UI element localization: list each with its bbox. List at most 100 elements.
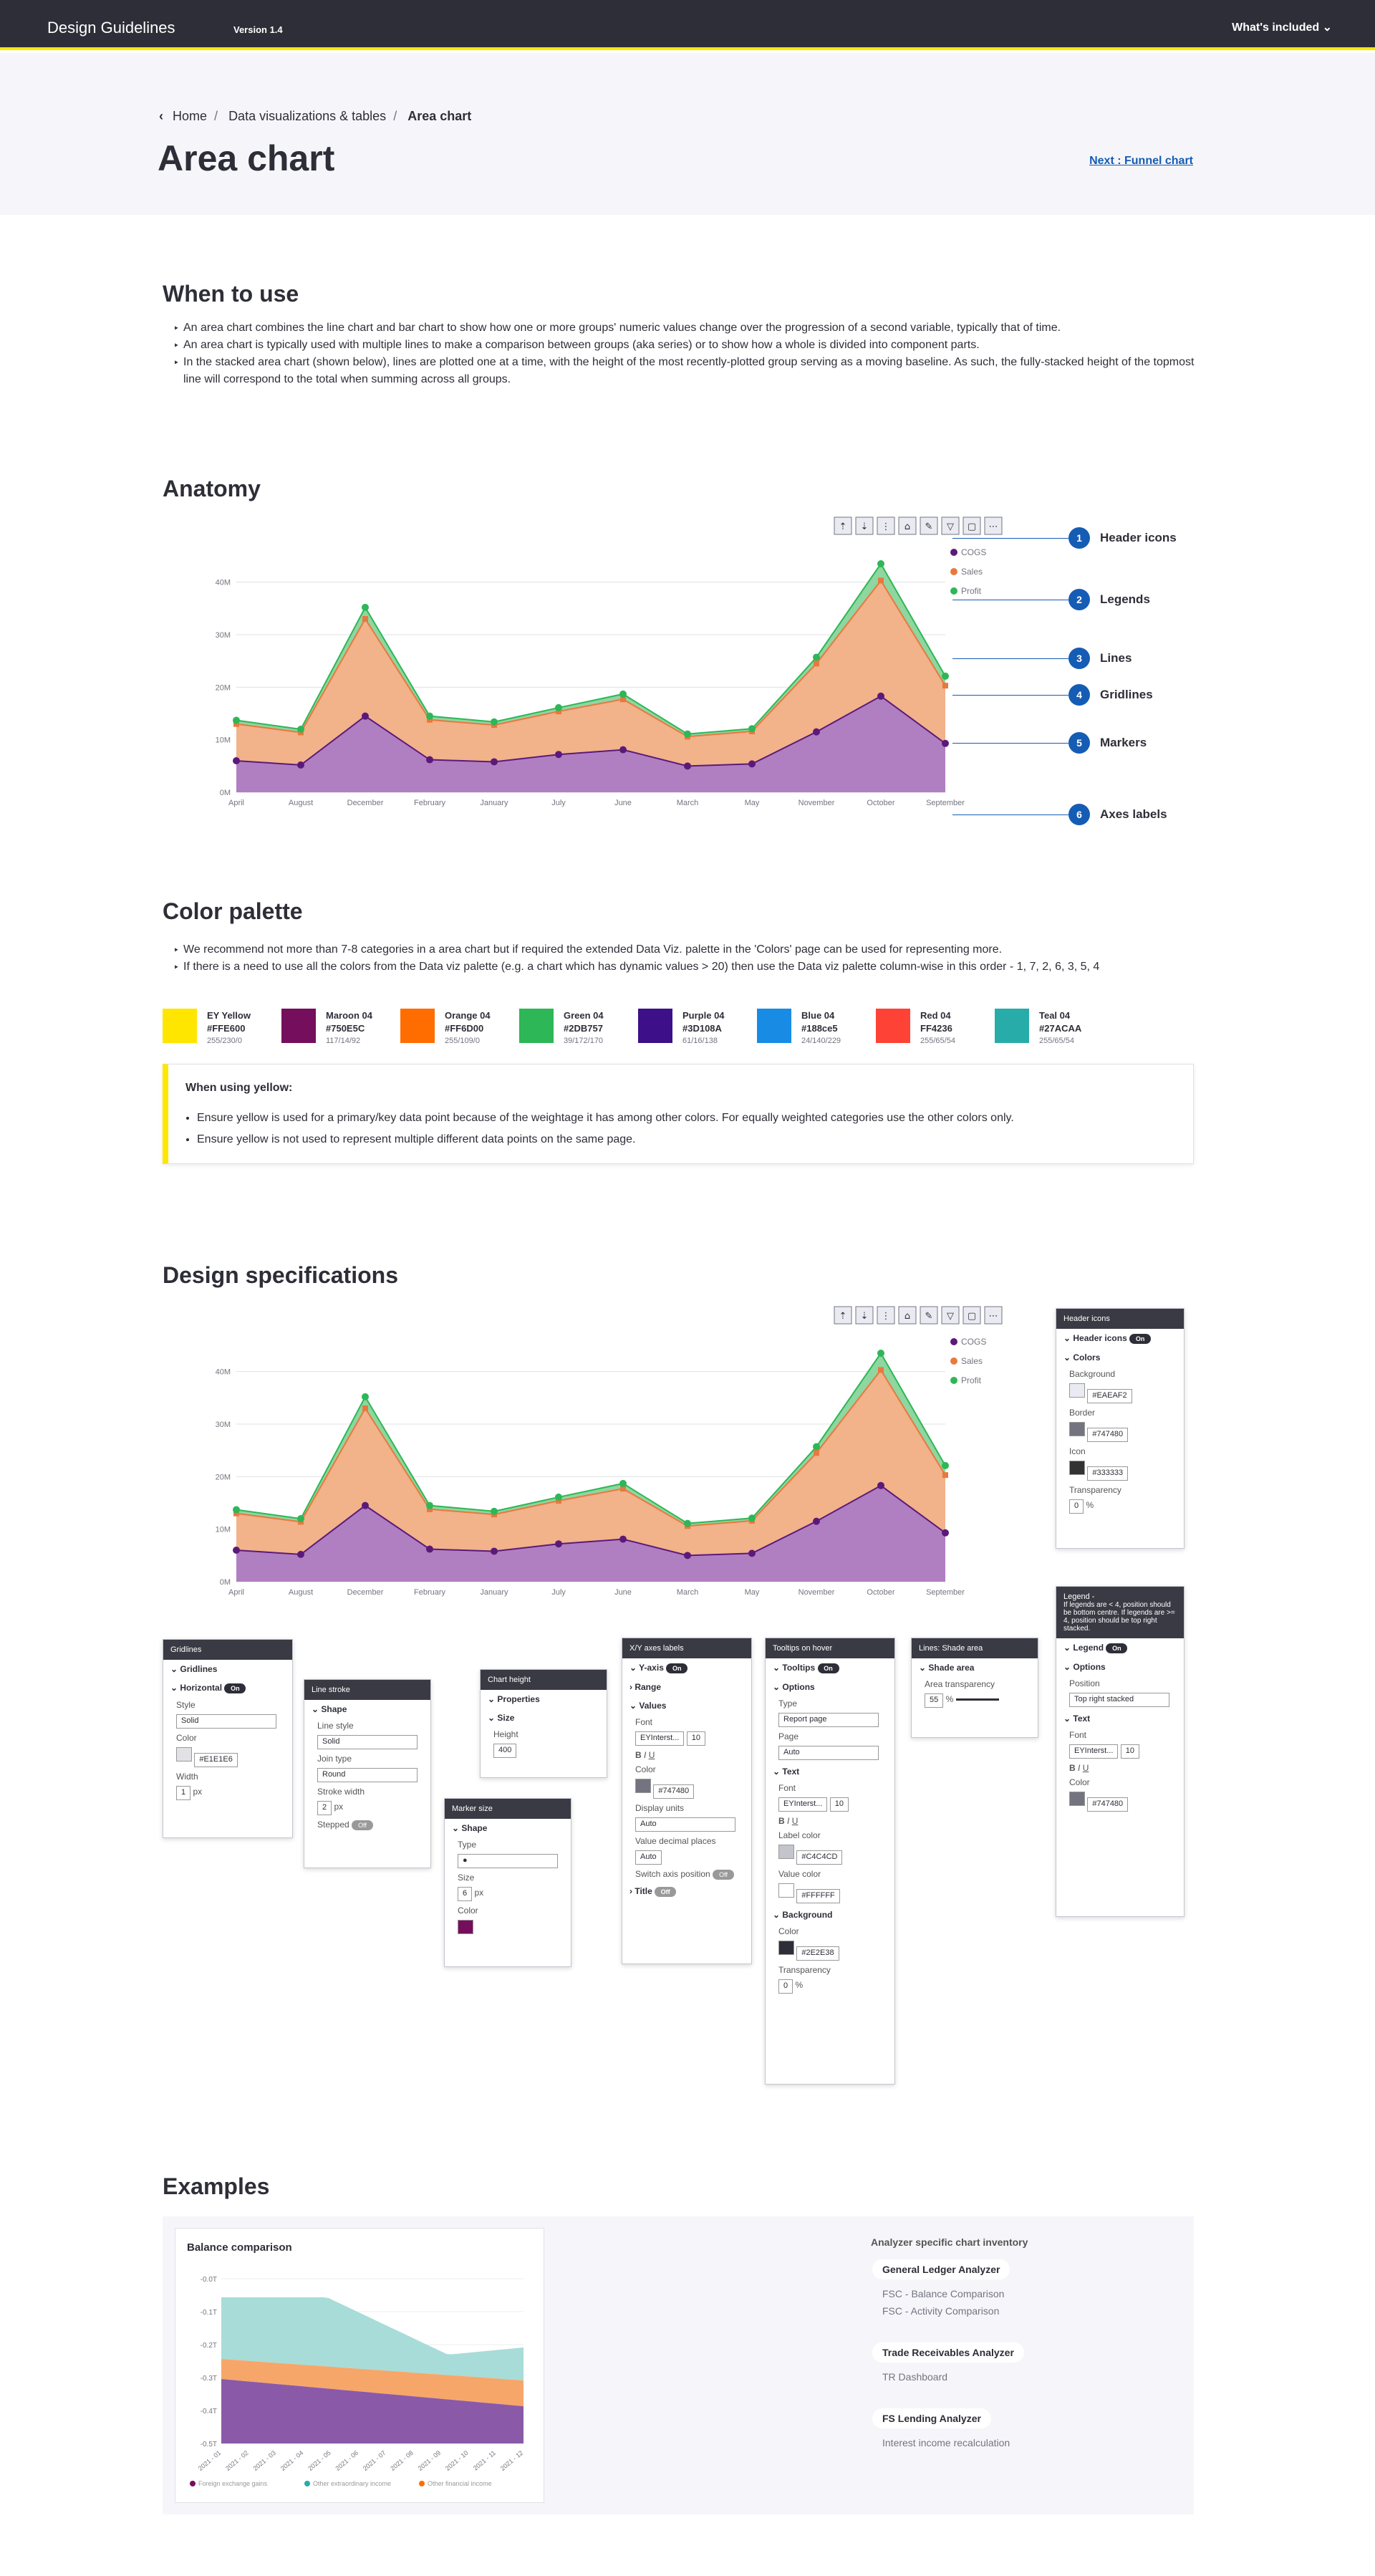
marker-type-select[interactable]: ● [458, 1854, 558, 1868]
font-size-field[interactable]: 10 [829, 1797, 849, 1812]
stepped-toggle[interactable]: Off [352, 1820, 374, 1830]
font-size-field[interactable]: 10 [686, 1731, 706, 1746]
color-swatch[interactable] [778, 1941, 794, 1955]
marker-color-swatch[interactable] [458, 1920, 473, 1934]
brand-title[interactable]: Design Guidelines [47, 19, 175, 37]
range-section[interactable]: › Range [629, 1682, 662, 1692]
y-axis-toggle[interactable]: On [666, 1663, 688, 1673]
tooltips-toggle[interactable]: On [817, 1663, 839, 1673]
line-style-select[interactable]: Solid [317, 1735, 418, 1749]
italic-icon[interactable]: I [787, 1816, 790, 1826]
panel-section[interactable]: ⌄ Gridlines [170, 1664, 218, 1674]
bold-icon[interactable]: B [1069, 1763, 1076, 1773]
next-page-link[interactable]: Next : Funnel chart [1089, 155, 1193, 167]
breadcrumb-home[interactable]: Home [173, 109, 208, 123]
color-swatch[interactable] [635, 1779, 651, 1793]
transparency-field[interactable]: 0 [778, 1979, 793, 1994]
field-label: Font [778, 1783, 796, 1793]
transparency-slider[interactable] [955, 1698, 999, 1701]
style-select[interactable]: Solid [176, 1714, 276, 1729]
inventory-item[interactable]: Interest income recalculation [882, 2437, 1010, 2448]
inventory-item[interactable]: FSC - Balance Comparison [882, 2288, 1005, 2299]
font-select[interactable]: EYInterst... [1069, 1744, 1119, 1759]
inventory-item[interactable]: FSC - Activity Comparison [882, 2305, 1000, 2317]
color-swatch[interactable] [176, 1747, 192, 1762]
panel-subsection[interactable]: ⌄ Size [488, 1713, 515, 1723]
tooltip-page-select[interactable]: Auto [778, 1746, 879, 1760]
legend-color-field[interactable]: #747480 [1087, 1797, 1129, 1812]
values-section[interactable]: ⌄ Values [629, 1701, 667, 1711]
chevron-left-icon[interactable]: ‹ [159, 109, 163, 123]
icon-color-field[interactable]: #333333 [1087, 1466, 1129, 1481]
color-swatch[interactable] [1069, 1383, 1085, 1398]
inventory-group[interactable]: General Ledger Analyzer [872, 2259, 1010, 2279]
transparency-field[interactable]: 0 [1069, 1499, 1084, 1514]
header-icon-box [834, 1306, 852, 1325]
font-select[interactable]: EYInterst... [635, 1731, 685, 1746]
underline-icon[interactable]: U [648, 1750, 655, 1760]
marker [748, 760, 756, 768]
label-color-field[interactable]: #C4C4CD [796, 1850, 843, 1865]
background-section[interactable]: ⌄ Background [773, 1910, 833, 1920]
field-label: Height [493, 1729, 518, 1739]
color-swatch[interactable] [778, 1845, 794, 1859]
color-hex-field[interactable]: #747480 [653, 1784, 695, 1799]
text-section[interactable]: ⌄ Text [773, 1767, 800, 1777]
join-type-select[interactable]: Round [317, 1768, 418, 1782]
decimals-field[interactable]: Auto [635, 1850, 662, 1865]
bg-color-field[interactable]: #2E2E38 [796, 1946, 839, 1961]
color-hex: #188ce5 [801, 1023, 838, 1034]
stroke-width-field[interactable]: 2 [317, 1801, 332, 1815]
value-color-field[interactable]: #FFFFFF [796, 1889, 840, 1903]
italic-icon[interactable]: I [1078, 1763, 1081, 1773]
tooltip-type-select[interactable]: Report page [778, 1713, 879, 1727]
legend-toggle[interactable]: On [1106, 1643, 1128, 1653]
bold-icon[interactable]: B [778, 1816, 785, 1826]
underline-icon[interactable]: U [1082, 1763, 1089, 1773]
horizontal-toggle[interactable]: On [224, 1683, 246, 1693]
header-icon: ⇣ [855, 516, 874, 535]
bg-color-field[interactable]: #EAEAF2 [1087, 1389, 1132, 1403]
colors-section[interactable]: ⌄ Colors [1063, 1352, 1101, 1363]
header-icons-toggle[interactable]: On [1129, 1334, 1152, 1344]
panel-section[interactable]: ⌄ Y-axis On [622, 1658, 751, 1678]
panel-section[interactable]: ⌄ Shape [312, 1704, 347, 1714]
title-toggle[interactable]: Off [655, 1887, 677, 1897]
color-swatch[interactable] [1069, 1422, 1085, 1436]
legend-position-select[interactable]: Top right stacked [1069, 1693, 1169, 1707]
panel-section[interactable]: ⌄ Properties [488, 1694, 540, 1704]
italic-icon[interactable]: I [644, 1750, 647, 1760]
inventory-group[interactable]: Trade Receivables Analyzer [872, 2342, 1024, 2363]
field-label: Color [635, 1764, 656, 1774]
inventory-group[interactable]: FS Lending Analyzer [872, 2408, 991, 2428]
panel-section[interactable]: ⌄ Shade area [919, 1663, 975, 1673]
inventory-item[interactable]: TR Dashboard [882, 2371, 948, 2383]
panel-section[interactable]: ⌄ Tooltips On [766, 1658, 894, 1678]
border-color-field[interactable]: #747480 [1087, 1428, 1129, 1442]
area-transparency-field[interactable]: 55 [925, 1693, 944, 1708]
bold-icon[interactable]: B [635, 1750, 642, 1760]
font-size-field[interactable]: 10 [1120, 1744, 1140, 1759]
color-swatch[interactable] [1069, 1792, 1085, 1806]
switch-axis-toggle[interactable]: Off [713, 1870, 735, 1880]
panel-section[interactable]: ⌄ Header icons On [1056, 1329, 1184, 1348]
width-field[interactable]: 1 [176, 1786, 191, 1800]
y-tick-label: 30M [216, 631, 231, 640]
panel-section[interactable]: ⌄ Shape [452, 1823, 488, 1833]
font-select[interactable]: EYInterst... [778, 1797, 828, 1812]
color-swatch[interactable] [1069, 1461, 1085, 1475]
options-section[interactable]: ⌄ Options [1063, 1662, 1106, 1672]
options-section[interactable]: ⌄ Options [773, 1682, 815, 1692]
display-units-select[interactable]: Auto [635, 1817, 735, 1832]
text-section[interactable]: ⌄ Text [1063, 1714, 1091, 1724]
color-hex-field[interactable]: #E1E1E6 [194, 1753, 238, 1767]
color-swatch[interactable] [778, 1883, 794, 1898]
underline-icon[interactable]: U [791, 1816, 799, 1826]
title-section[interactable]: › Title Off [622, 1882, 751, 1901]
whats-included-menu[interactable]: What's included ⌄ [1232, 20, 1332, 34]
height-field[interactable]: 400 [493, 1744, 517, 1758]
panel-section[interactable]: ⌄ Legend On [1056, 1638, 1184, 1658]
breadcrumb-section[interactable]: Data visualizations & tables [228, 109, 387, 123]
marker-size-field[interactable]: 6 [458, 1887, 473, 1901]
panel-subsection[interactable]: ⌄ Horizontal On [163, 1678, 292, 1698]
